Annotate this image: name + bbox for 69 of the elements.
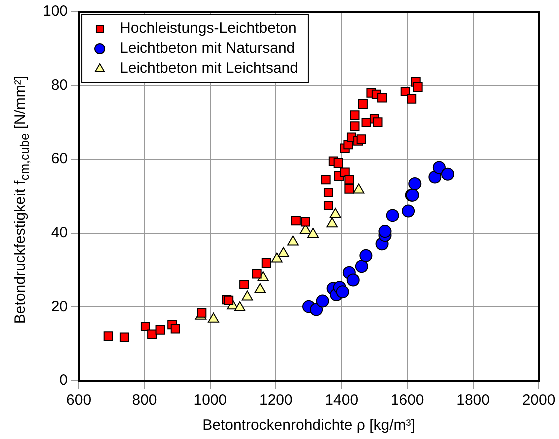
y-tick-label: 60: [51, 150, 68, 168]
point: [291, 216, 301, 226]
point: [288, 236, 299, 246]
y-tick-label: 20: [51, 298, 68, 316]
x-tick-label: 1400: [325, 392, 359, 410]
point: [104, 332, 114, 342]
point: [355, 260, 368, 274]
point: [441, 168, 454, 181]
legend-label: Leichtbeton mit Natursand: [120, 40, 296, 58]
x-tick-label: 1000: [194, 392, 228, 410]
x-tick-label: 1600: [390, 392, 424, 410]
point: [308, 228, 319, 238]
point: [360, 249, 373, 262]
point: [378, 93, 388, 103]
point: [252, 269, 262, 279]
point: [378, 225, 392, 238]
point: [373, 118, 383, 128]
point: [344, 175, 354, 185]
point: [346, 274, 360, 287]
point: [300, 217, 310, 227]
point: [262, 258, 272, 268]
point: [428, 170, 442, 184]
point: [148, 330, 158, 340]
point: [321, 175, 331, 185]
point: [140, 322, 150, 332]
point: [324, 188, 334, 198]
y-tick-label: 100: [42, 3, 68, 20]
point: [326, 218, 338, 228]
point: [407, 94, 417, 104]
y-tick-label: 80: [51, 76, 68, 94]
legend-label: Hochleistungs-Leichtbeton: [120, 20, 297, 38]
point: [400, 86, 410, 96]
point: [278, 247, 290, 258]
point: [242, 290, 254, 301]
point: [330, 208, 342, 218]
point: [316, 294, 330, 308]
point: [170, 324, 180, 334]
point: [386, 209, 400, 222]
point: [156, 325, 166, 335]
y-tick-label: 40: [51, 224, 68, 242]
x-tick-label: 1200: [259, 392, 293, 410]
x-tick-label: 1800: [456, 392, 490, 410]
x-axis-title: Betontrockenrohdichte ρ [kg/m³]: [202, 417, 416, 434]
point: [353, 184, 365, 194]
point: [344, 184, 354, 194]
x-tick-label: 800: [132, 392, 158, 410]
point: [120, 332, 130, 342]
point: [234, 301, 246, 312]
point: [336, 286, 350, 299]
point: [413, 82, 423, 92]
point: [402, 204, 416, 218]
point: [208, 312, 220, 323]
point: [362, 118, 372, 128]
point: [310, 303, 324, 316]
point: [240, 280, 250, 290]
point: [408, 177, 422, 190]
y-tick-label: 0: [60, 372, 68, 390]
x-tick-label: 600: [66, 392, 92, 410]
point: [432, 161, 446, 174]
legend-label: Leichtbeton mit Leichtsand: [120, 60, 298, 78]
point: [271, 252, 283, 263]
point: [358, 100, 368, 109]
point: [334, 158, 344, 168]
point: [356, 134, 366, 144]
x-tick-label: 2000: [522, 392, 556, 410]
point: [324, 200, 334, 210]
point: [350, 110, 360, 120]
point: [254, 283, 266, 294]
point: [350, 122, 360, 132]
